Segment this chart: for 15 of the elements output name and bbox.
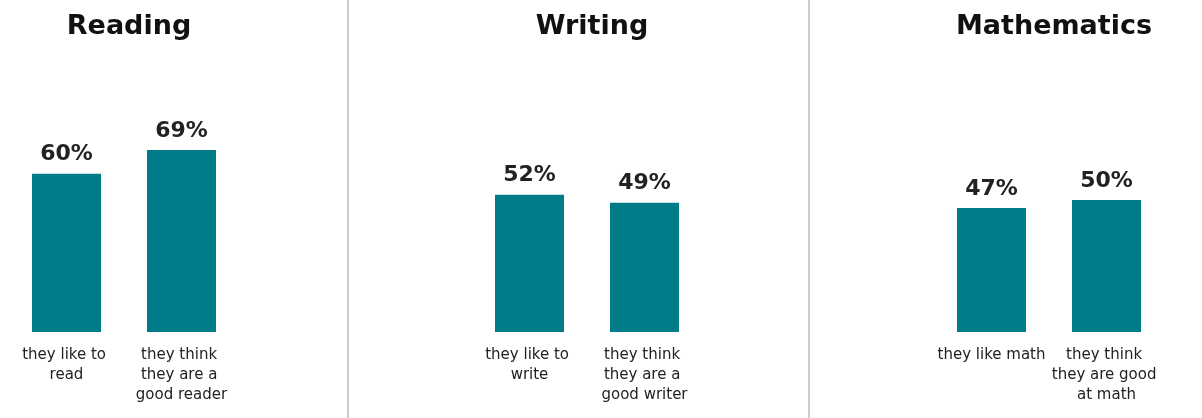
data-label: 60% [40, 140, 93, 166]
x-tick-label: they like to read [22, 345, 111, 383]
data-label: 49% [618, 169, 671, 195]
chart-title: Writing [535, 9, 649, 40]
chart-title: Mathematics [955, 9, 1153, 40]
x-tick-label: they think they are a good writer [601, 345, 689, 403]
data-label: 69% [155, 116, 208, 142]
data-label: 50% [1080, 166, 1133, 192]
x-tick-label: they like math [937, 345, 1046, 363]
data-label: 47% [965, 174, 1018, 200]
data-label: 52% [503, 161, 556, 187]
chart-title: Reading [66, 9, 192, 40]
x-tick-label: they think they are a good reader [135, 345, 228, 403]
x-tick-label: they like to write [485, 345, 574, 383]
x-tick-label: they think they are good at math [1051, 345, 1162, 403]
